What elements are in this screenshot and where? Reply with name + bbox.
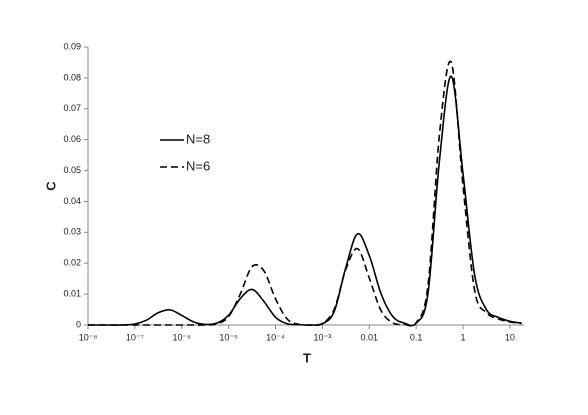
x-tick-label: 10 [505, 332, 515, 342]
y-tick-label: 0.01 [63, 288, 81, 298]
x-tick-label: 10⁻⁵ [219, 332, 238, 342]
y-tick-label: 0.05 [63, 165, 81, 175]
y-tick-label: 0.08 [63, 72, 81, 82]
x-tick-label: 10⁻⁷ [126, 332, 144, 342]
y-tick-label: 0.07 [63, 103, 81, 113]
line-series [87, 60, 522, 327]
x-axis-label: T [303, 350, 311, 365]
x-tick-label: 0.01 [360, 332, 378, 342]
y-tick-label: 0.03 [63, 227, 81, 237]
x-tick-label: 1 [461, 332, 466, 342]
y-tick-label: 0.02 [63, 258, 81, 268]
x-tick-label: 10⁻⁸ [79, 332, 98, 342]
legend-label: N=8 [186, 131, 210, 146]
x-tick-label: 10⁻⁶ [173, 332, 192, 342]
y-tick-label: 0.04 [63, 196, 81, 206]
y-tick-label: 0 [76, 319, 81, 329]
y-tick-label: 0.09 [63, 41, 81, 51]
x-tick-label: 0.1 [410, 332, 423, 342]
x-tick-label: 10⁻⁴ [266, 332, 285, 342]
legend-label: N=6 [186, 158, 210, 173]
x-tick-label: 10⁻³ [313, 332, 331, 342]
y-tick-label: 0.06 [63, 134, 81, 144]
y-axis-label: C [43, 181, 58, 191]
